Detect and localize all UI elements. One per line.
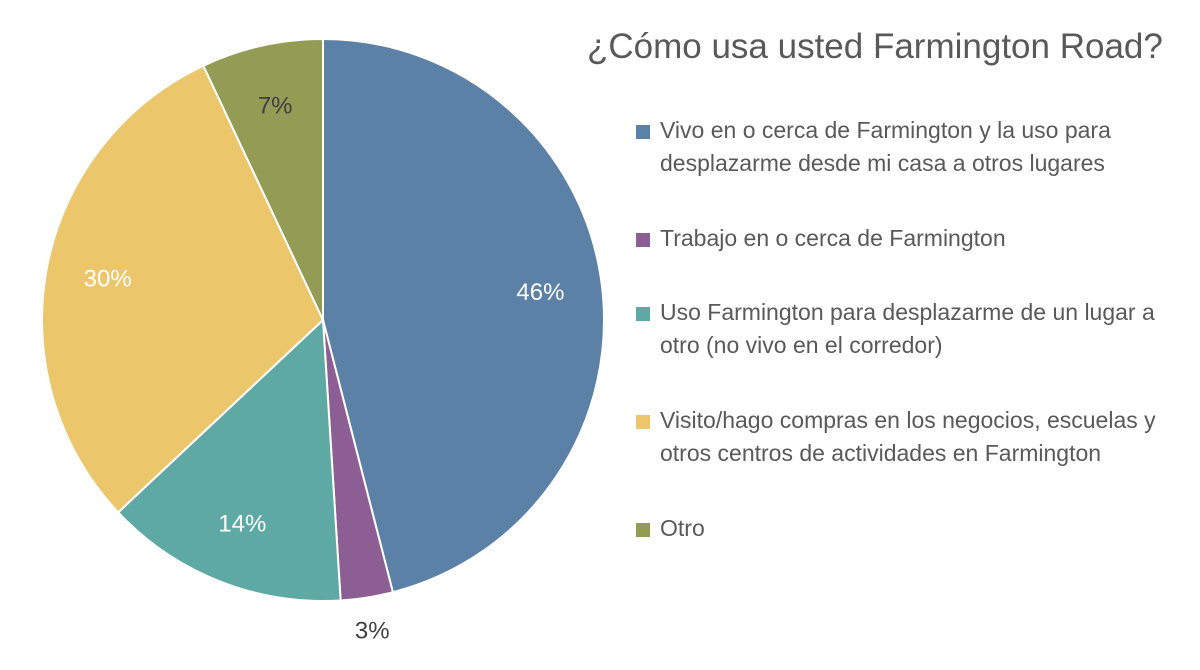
legend-label-uso: Uso Farmington para desplazarme de un lu… [660, 299, 1155, 358]
chart-title: ¿Cómo usa usted Farmington Road? [587, 27, 1163, 66]
pie-slice-visito [41, 64, 325, 514]
legend-item-visito: Visito/hago compras en los negocios, esc… [636, 404, 1186, 470]
chart-legend: Vivo en o cerca de Farmington y la uso p… [636, 114, 1186, 545]
legend-swatch-otro [636, 523, 650, 537]
data-label-visito: 30% [84, 265, 132, 292]
pie-slices [41, 37, 605, 602]
legend-swatch-visito [636, 415, 650, 429]
legend-item-trabajo: Trabajo en o cerca de Farmington [636, 222, 1186, 255]
legend-swatch-vivo [636, 125, 650, 139]
data-label-uso: 14% [218, 510, 266, 537]
legend-item-vivo: Vivo en o cerca de Farmington y la uso p… [636, 114, 1186, 180]
data-label-otro: 7% [258, 93, 293, 120]
data-label-vivo: 46% [516, 279, 564, 306]
legend-swatch-uso [636, 307, 650, 321]
legend-label-vivo: Vivo en o cerca de Farmington y la uso p… [660, 117, 1111, 176]
legend-label-trabajo: Trabajo en o cerca de Farmington [660, 225, 1006, 251]
pie-data-labels: 46% 3% 14% 30% 7% [84, 93, 565, 645]
legend-item-uso: Uso Farmington para desplazarme de un lu… [636, 296, 1186, 362]
pie-slice-vivo [322, 37, 605, 594]
legend-label-otro: Otro [660, 515, 705, 541]
legend-label-visito: Visito/hago compras en los negocios, esc… [660, 407, 1156, 466]
legend-item-otro: Otro [636, 512, 1186, 545]
pie-slice-otro [202, 37, 324, 321]
pie-slice-uso [116, 317, 342, 602]
pie-chart: 46% 3% 14% 30% 7% [41, 37, 605, 645]
data-label-trabajo: 3% [355, 617, 390, 644]
legend-swatch-trabajo [636, 233, 650, 247]
